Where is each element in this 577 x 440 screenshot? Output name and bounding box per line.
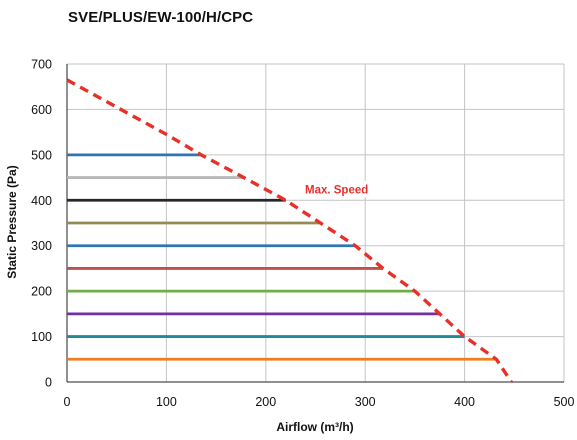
y-tick-labels: 0 100 200 300 400 500 600 700 [31, 58, 52, 390]
y-tick-label: 0 [45, 376, 52, 390]
y-tick-label: 300 [31, 239, 52, 253]
x-tick-label: 0 [64, 395, 71, 409]
annotation-group: Max. Speed [299, 181, 379, 197]
y-tick-label: 500 [31, 148, 52, 162]
x-tick-label: 200 [255, 395, 276, 409]
x-tick-labels: 0 100 200 300 400 500 [64, 395, 575, 409]
y-tick-label: 600 [31, 103, 52, 117]
y-tick-label: 200 [31, 285, 52, 299]
max-speed-annotation: Max. Speed [305, 185, 368, 197]
chart-title: SVE/PLUS/EW-100/H/CPC [68, 9, 254, 26]
x-tick-label: 400 [454, 395, 475, 409]
x-tick-label: 300 [355, 395, 376, 409]
max-speed-curve [66, 78, 513, 383]
x-tick-label: 500 [554, 395, 575, 409]
x-tick-label: 100 [156, 395, 177, 409]
y-axis-label: Static Pressure (Pa) [5, 165, 19, 278]
pressure-series [67, 153, 497, 361]
y-tick-label: 700 [31, 58, 52, 72]
y-tick-label: 100 [31, 330, 52, 344]
max-speed-curve-group [66, 78, 513, 383]
annotation-bg [299, 181, 379, 197]
y-tick-label: 400 [31, 194, 52, 208]
x-axis-label: Airflow (m³/h) [276, 420, 353, 434]
